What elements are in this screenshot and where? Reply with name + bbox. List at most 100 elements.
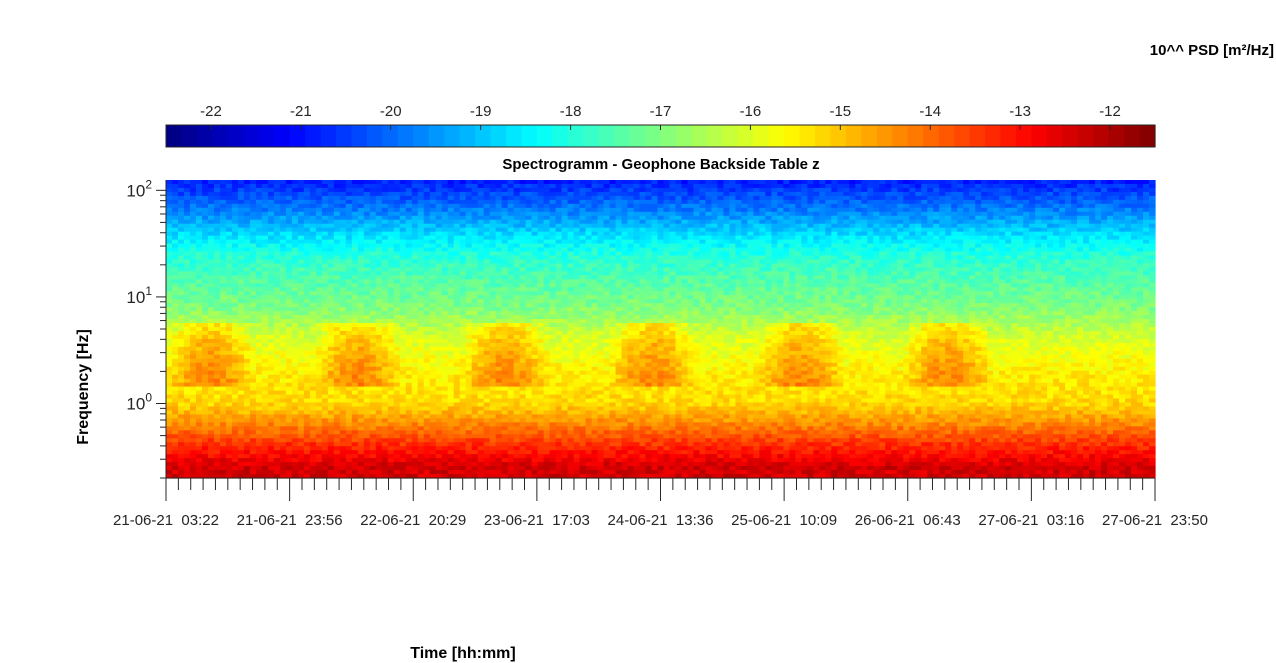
spectrogram-cell (483, 207, 491, 213)
spectrogram-cell (201, 211, 209, 217)
spectrogram-cell (531, 227, 539, 233)
spectrogram-cell (297, 275, 305, 280)
spectrogram-cell (231, 267, 239, 272)
spectrogram-cell (1041, 251, 1048, 257)
spectrogram-cell (807, 180, 814, 185)
spectrogram-cell (795, 187, 802, 193)
spectrogram-cell (639, 195, 647, 201)
spectrogram-cell (987, 199, 994, 205)
spectrogram-cell (1017, 275, 1024, 280)
spectrogram-cell (879, 287, 886, 292)
spectrogram-cell (171, 195, 179, 201)
spectrogram-cell (963, 255, 970, 261)
spectrogram-cell (381, 191, 389, 197)
spectrogram-cell (507, 231, 515, 237)
spectrogram-cell (255, 235, 263, 241)
spectrogram-cell (795, 195, 802, 201)
spectrogram-cell (183, 203, 191, 209)
spectrogram-cell (1095, 255, 1102, 261)
spectrogram-cell (765, 235, 772, 241)
spectrogram-cell (441, 279, 449, 284)
spectrogram-cell (183, 199, 191, 205)
spectrogram-cell (693, 231, 701, 237)
spectrogram-cell (465, 279, 473, 284)
spectrogram-cell (591, 243, 599, 249)
spectrogram-cell (567, 275, 575, 280)
spectrogram-cell (585, 271, 593, 276)
spectrogram-cell (471, 211, 479, 217)
spectrogram-cell (525, 279, 533, 284)
spectrogram-cell (525, 243, 533, 249)
spectrogram-cell (741, 267, 749, 272)
spectrogram-cell (633, 235, 641, 241)
spectrogram-cell (723, 231, 731, 237)
spectrogram-cell (303, 267, 311, 272)
colorbar-swatch (289, 125, 306, 147)
spectrogram-cell (729, 219, 737, 225)
spectrogram-cell (927, 231, 934, 237)
spectrogram-cell (483, 180, 491, 185)
spectrogram-cell (1035, 183, 1042, 189)
spectrogram-cell (417, 215, 425, 221)
spectrogram-cell (525, 219, 533, 225)
spectrogram-cell (951, 243, 958, 249)
spectrogram-cell (1125, 275, 1132, 280)
spectrogram-cell (663, 203, 671, 209)
spectrogram-cell (1005, 235, 1012, 241)
spectrogram-cell (1029, 215, 1036, 221)
spectrogram-cell (363, 239, 371, 245)
spectrogram-cell (999, 183, 1006, 189)
spectrogram-cell (909, 279, 916, 284)
spectrogram-cell (921, 267, 928, 272)
spectrogram-cell (303, 251, 311, 257)
spectrogram-cell (609, 203, 617, 209)
spectrogram-cell (603, 223, 611, 229)
spectrogram-cell (315, 247, 323, 253)
spectrogram-cell (405, 259, 413, 265)
spectrogram-cell (369, 227, 377, 233)
spectrogram-cell (183, 291, 191, 296)
spectrogram-cell (915, 183, 922, 189)
spectrogram-cell (609, 183, 617, 189)
spectrogram-cell (501, 243, 509, 249)
spectrogram-cell (1113, 223, 1120, 229)
spectrogram-cell (699, 231, 707, 237)
spectrogram-cell (333, 183, 341, 189)
spectrogram-cell (207, 223, 215, 229)
spectrogram-cell (483, 211, 491, 217)
spectrogram-cell (1047, 247, 1054, 253)
spectrogram-cell (357, 211, 365, 217)
spectrogram-cell (609, 235, 617, 241)
spectrogram-cell (561, 247, 569, 253)
spectrogram-cell (471, 255, 479, 261)
spectrogram-cell (195, 203, 203, 209)
spectrogram-cell (441, 263, 449, 269)
spectrogram-cell (765, 219, 772, 225)
spectrogram-cell (603, 251, 611, 257)
spectrogram-cell (519, 275, 527, 280)
spectrogram-cell (291, 275, 299, 280)
spectrogram-cell (609, 211, 617, 217)
spectrogram-cell (717, 251, 725, 257)
spectrogram-cell (807, 231, 814, 237)
spectrogram-cell (1047, 251, 1054, 257)
spectrogram-cell (507, 255, 515, 261)
spectrogram-cell (1143, 259, 1150, 265)
spectrogram-cell (1143, 215, 1150, 221)
spectrogram-cell (1029, 180, 1036, 185)
spectrogram-cell (1125, 223, 1132, 229)
spectrogram-cell (267, 259, 275, 265)
spectrogram-cell (777, 283, 784, 288)
spectrogram-cell (1071, 283, 1078, 288)
spectrogram-cell (1143, 211, 1150, 217)
spectrogram-cell (561, 263, 569, 269)
spectrogram-cell (201, 195, 209, 201)
spectrogram-cell (789, 287, 796, 292)
spectrogram-cell (651, 183, 659, 189)
spectrogram-cell (1131, 219, 1138, 225)
spectrogram-cell (513, 235, 521, 241)
spectrogram-cell (615, 263, 623, 269)
spectrogram-cell (1041, 275, 1048, 280)
spectrogram-cell (267, 215, 275, 221)
spectrogram-cell (993, 215, 1000, 221)
